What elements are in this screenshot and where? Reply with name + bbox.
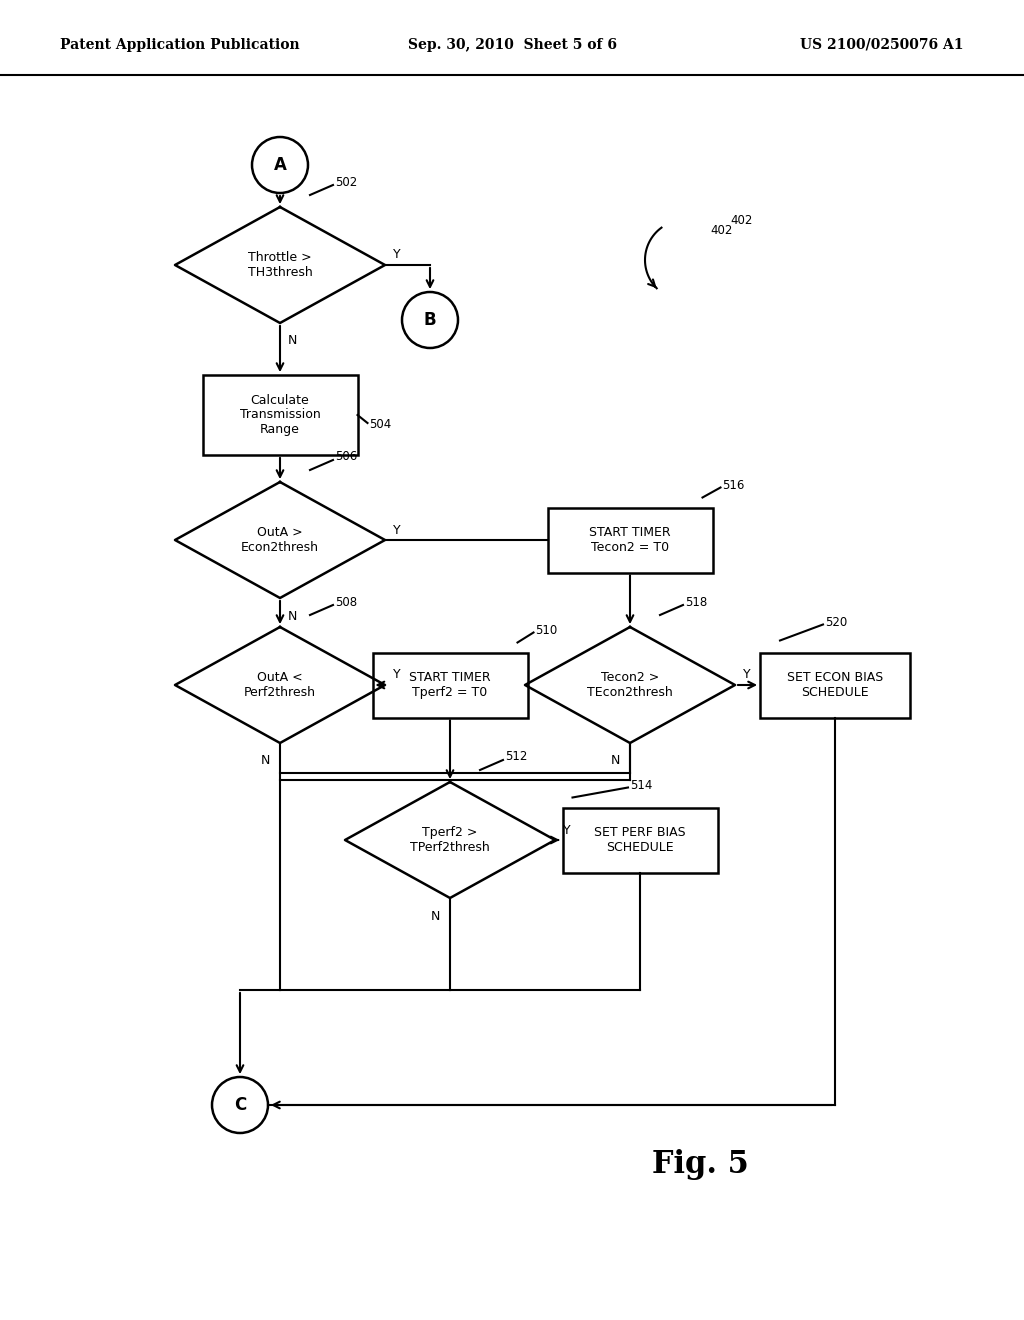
Text: Throttle >
TH3thresh: Throttle > TH3thresh — [248, 251, 312, 279]
Text: OutA >
Econ2thresh: OutA > Econ2thresh — [241, 525, 319, 554]
Text: 510: 510 — [536, 624, 558, 638]
Text: 508: 508 — [335, 595, 357, 609]
Bar — [562, 808, 718, 873]
Bar — [203, 375, 357, 455]
Text: 520: 520 — [825, 616, 847, 630]
Text: Fig. 5: Fig. 5 — [651, 1150, 749, 1180]
Text: OutA <
Perf2thresh: OutA < Perf2thresh — [244, 671, 316, 700]
Text: B: B — [424, 312, 436, 329]
Text: US 2100/0250076 A1: US 2100/0250076 A1 — [801, 38, 964, 51]
Text: START TIMER
Tecon2 = T0: START TIMER Tecon2 = T0 — [589, 525, 671, 554]
Text: Y: Y — [393, 248, 400, 261]
Text: Y: Y — [393, 524, 400, 536]
Text: SET PERF BIAS
SCHEDULE: SET PERF BIAS SCHEDULE — [594, 826, 686, 854]
Text: N: N — [288, 610, 297, 623]
Text: 504: 504 — [370, 418, 392, 432]
Bar — [373, 652, 527, 718]
Text: Sep. 30, 2010  Sheet 5 of 6: Sep. 30, 2010 Sheet 5 of 6 — [408, 38, 616, 51]
Text: 402: 402 — [730, 214, 753, 227]
Text: 512: 512 — [505, 751, 527, 763]
Text: Tperf2 >
TPerf2thresh: Tperf2 > TPerf2thresh — [411, 826, 489, 854]
Bar — [548, 507, 713, 573]
Text: Tecon2 >
TEcon2thresh: Tecon2 > TEcon2thresh — [587, 671, 673, 700]
Text: Y: Y — [743, 668, 751, 681]
Text: Y: Y — [393, 668, 400, 681]
Text: 402: 402 — [710, 223, 732, 236]
Text: N: N — [431, 909, 440, 923]
Text: N: N — [261, 755, 270, 767]
Text: START TIMER
Tperf2 = T0: START TIMER Tperf2 = T0 — [410, 671, 490, 700]
Text: 516: 516 — [723, 479, 744, 492]
Text: N: N — [610, 755, 620, 767]
Text: SET ECON BIAS
SCHEDULE: SET ECON BIAS SCHEDULE — [786, 671, 883, 700]
Text: Calculate
Transmission
Range: Calculate Transmission Range — [240, 393, 321, 437]
Text: 502: 502 — [335, 176, 357, 189]
Text: 518: 518 — [685, 595, 708, 609]
Text: A: A — [273, 156, 287, 174]
Bar — [760, 652, 910, 718]
Text: 514: 514 — [630, 779, 652, 792]
Text: Y: Y — [563, 824, 570, 837]
Text: 506: 506 — [335, 450, 357, 463]
Text: N: N — [288, 334, 297, 347]
Text: Patent Application Publication: Patent Application Publication — [60, 38, 300, 51]
Text: C: C — [233, 1096, 246, 1114]
